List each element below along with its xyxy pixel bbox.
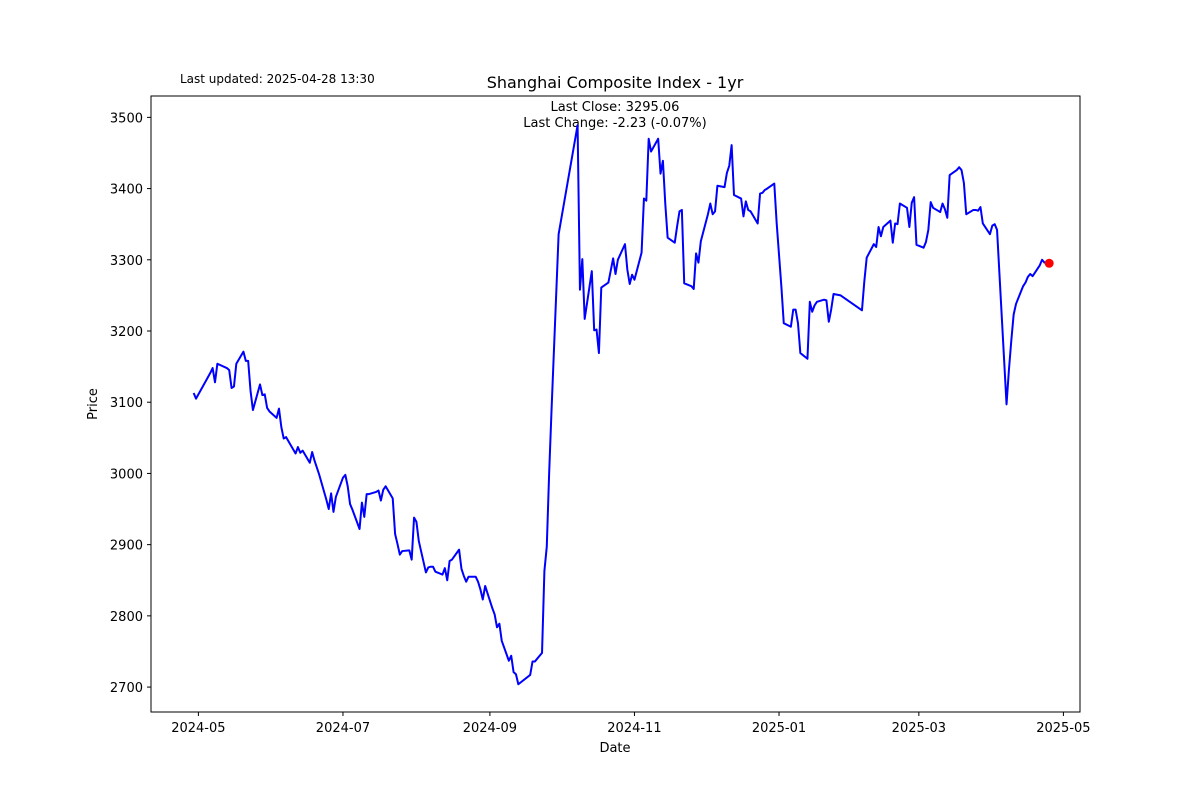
y-axis-label: Price (86, 388, 101, 420)
last-close-marker (1044, 258, 1054, 268)
x-tick-label: 2025-03 (892, 721, 946, 736)
y-tick-label: 3300 (110, 254, 143, 269)
y-tick-label: 3000 (110, 467, 143, 482)
x-tick-label: 2025-01 (752, 721, 806, 736)
y-tick-label: 2700 (110, 681, 143, 696)
y-tick-label: 2900 (110, 539, 143, 554)
price-line (192, 124, 1050, 686)
x-tick-label: 2024-09 (463, 721, 517, 736)
annotation: Last Change: -2.23 (-0.07%) (523, 116, 706, 131)
plot-frame (150, 95, 1081, 713)
chart-title: Shanghai Composite Index - 1yr (487, 73, 744, 92)
annotation: Last Close: 3295.06 (551, 100, 680, 115)
last-updated: Last updated: 2025-04-28 13:30 (180, 72, 375, 86)
x-tick-label: 2024-07 (316, 721, 370, 736)
y-tick-label: 3200 (110, 325, 143, 340)
y-tick-label: 2800 (110, 610, 143, 625)
x-tick-label: 2024-11 (607, 721, 661, 736)
x-tick-label: 2025-05 (1036, 721, 1090, 736)
y-tick-label: 3500 (110, 111, 143, 126)
x-tick-label: 2024-05 (171, 721, 225, 736)
y-tick-label: 3400 (110, 183, 143, 198)
y-tick-label: 3100 (110, 396, 143, 411)
x-axis-label: Date (599, 741, 630, 756)
